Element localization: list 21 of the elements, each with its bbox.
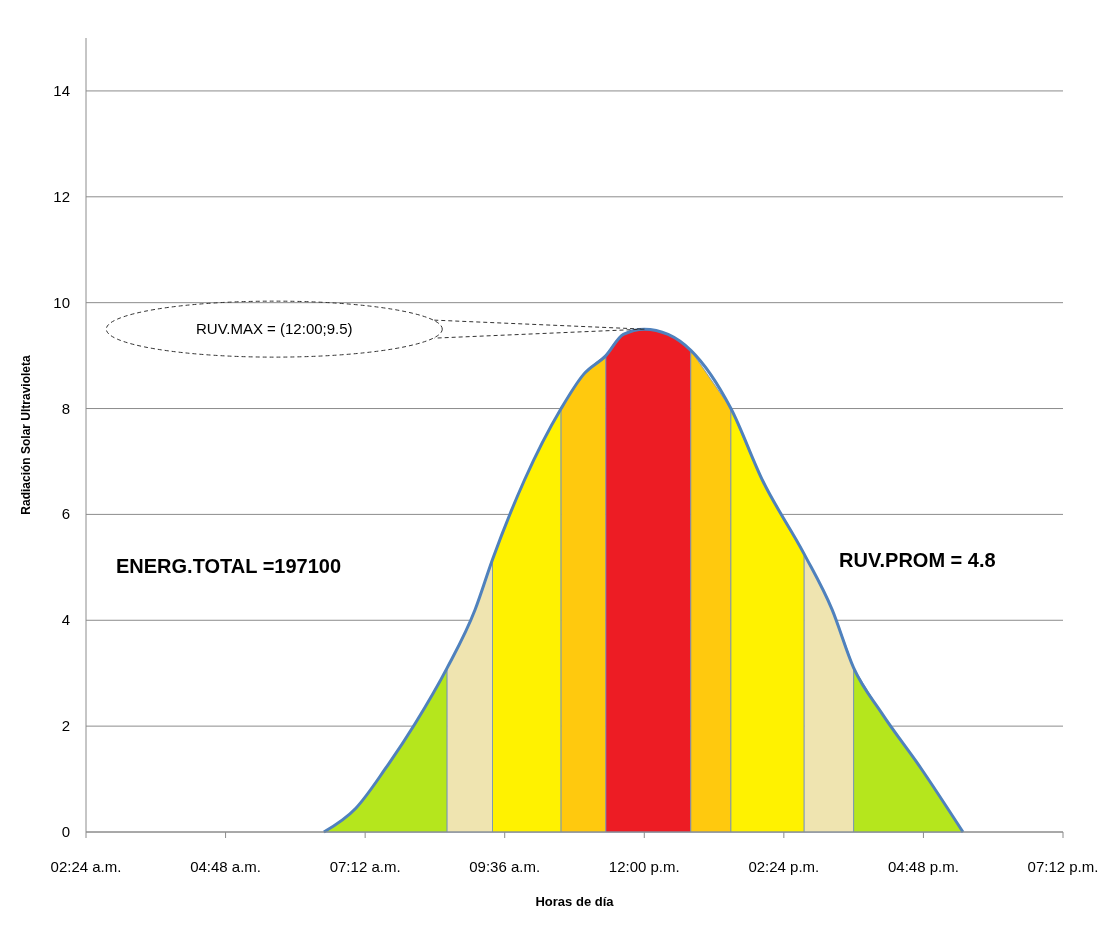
y-tick-label: 0 [61, 823, 70, 840]
x-tick-label: 07:12 p.m. [1027, 858, 1099, 875]
x-tick-label: 07:12 a.m. [329, 858, 401, 875]
annotation: ENERG.TOTAL =197100 [116, 554, 342, 577]
y-axis-title: Radiación Solar Ultravioleta [19, 354, 33, 515]
y-tick-label: 12 [53, 187, 70, 205]
x-tick-label: 02:24 p.m. [748, 858, 820, 875]
y-tick-label: 14 [53, 81, 70, 99]
x-tick-label: 04:48 a.m. [190, 858, 262, 875]
y-tick-label: 10 [53, 293, 70, 311]
x-tick-label: 09:36 a.m. [469, 858, 541, 875]
x-tick-label: 04:48 p.m. [887, 858, 959, 875]
annotation: RUV.PROM = 4.8 [839, 549, 996, 572]
y-tick-label: 2 [61, 717, 70, 735]
x-tick-label: 02:24 a.m. [50, 858, 122, 875]
y-tick-label: 6 [61, 505, 70, 523]
x-tick-label: 12:00 p.m. [608, 858, 680, 875]
y-tick-label: 8 [61, 399, 70, 417]
x-axis-title: Horas de día [535, 894, 615, 909]
annotation: RUV.MAX = (12:00;9.5) [195, 320, 353, 338]
y-tick-label: 4 [61, 611, 70, 629]
